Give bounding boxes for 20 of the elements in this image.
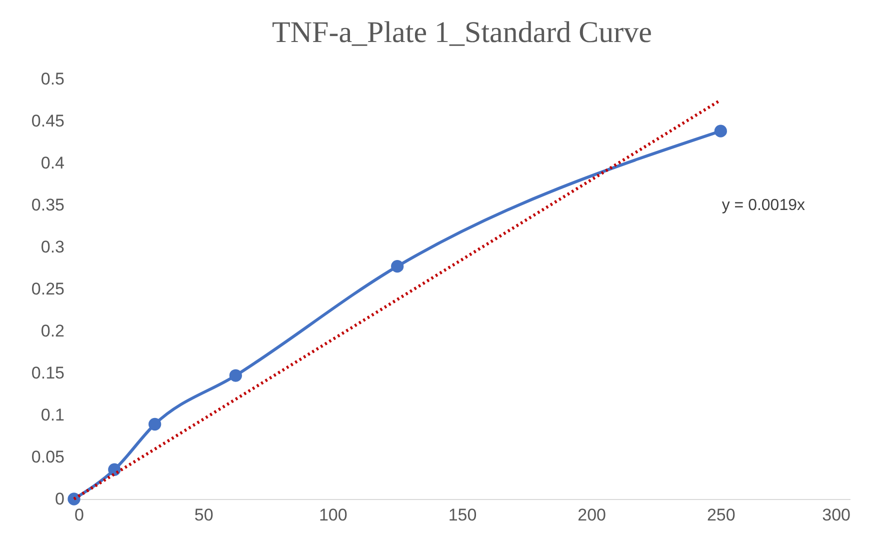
y-tick-label: 0.5 bbox=[40, 70, 64, 88]
y-tick-label: 0.2 bbox=[40, 322, 64, 340]
chart-title: TNF-a_Plate 1_Standard Curve bbox=[272, 16, 652, 49]
x-tick-label: 300 bbox=[822, 506, 850, 524]
x-tick-label: 150 bbox=[448, 506, 477, 524]
y-tick-label: 0 bbox=[55, 490, 64, 508]
x-tick-label: 200 bbox=[578, 506, 606, 524]
y-tick-label: 0.3 bbox=[40, 238, 64, 256]
annotation: y = 0.0019x bbox=[722, 197, 805, 214]
y-tick-label: 0.1 bbox=[40, 406, 64, 424]
y-tick-label: 0.25 bbox=[31, 280, 64, 298]
y-tick-label: 0.05 bbox=[31, 448, 64, 466]
y-tick-label: 0.15 bbox=[31, 364, 64, 382]
y-tick-label: 0.45 bbox=[31, 112, 64, 130]
x-tick-label: 50 bbox=[194, 506, 214, 524]
x-tick-label: 250 bbox=[706, 506, 736, 524]
y-tick-label: 0.35 bbox=[31, 196, 64, 214]
x-tick-label: 100 bbox=[318, 506, 348, 524]
x-tick-label: 0 bbox=[74, 506, 84, 524]
y-tick-label: 0.4 bbox=[40, 154, 64, 172]
